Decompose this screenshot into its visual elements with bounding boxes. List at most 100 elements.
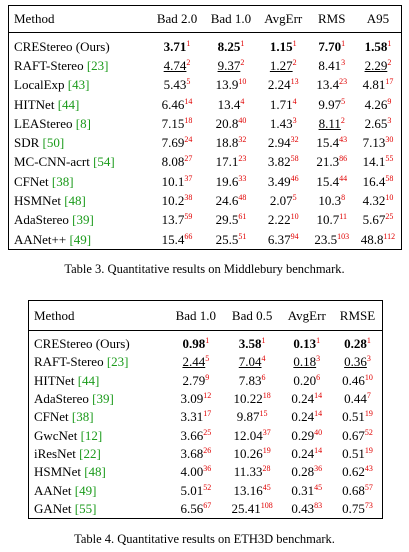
citation: [44] [77,372,100,388]
rank: 32 [290,135,299,145]
value: 4.00 [180,464,204,480]
method-cell: LocalExp [43] [9,76,151,95]
method-name: HSMNet [14,193,61,209]
header-row: Method Bad 1.0 Bad 0.5 AvgErr RMSE [29,301,383,331]
value: 10.1 [161,173,185,189]
value-cell: 1.714 [258,95,309,114]
eth3d-table: Method Bad 1.0 Bad 0.5 AvgErr RMSE CREStereo … [28,300,383,519]
value: 1.27 [269,57,293,73]
value-cell: 0.447 [333,390,383,408]
rank: 10 [364,372,373,382]
value: 0.51 [342,409,365,425]
value-cell: 13.423 [309,76,355,95]
value: 9.87 [236,409,260,425]
method-name: CFNet [34,409,69,425]
value-cell: 24.648 [204,191,258,210]
value: 21.3 [316,154,340,170]
citation: [49] [69,231,92,247]
citation: [22] [79,445,101,461]
rank: 4 [261,354,266,364]
value: 8.41 [318,57,342,73]
rank: 1 [341,38,346,48]
rank: 45 [262,482,271,492]
table-row: LEAStereo [8] 7.1518 20.840 1.433 8.112 2.653 [9,114,402,133]
value: 0.51 [342,445,365,461]
rank: 46 [290,173,299,183]
value-cell: 19.633 [204,172,258,191]
rank: 27 [184,154,193,164]
rank: 2 [340,115,345,125]
rank: 37 [262,427,271,437]
rank: 2 [240,57,245,67]
rank: 7 [366,391,371,401]
rank: 19 [364,409,373,419]
value-cell: 29.561 [204,211,258,230]
value-cell: 25.551 [204,230,258,250]
value: 14.1 [362,154,386,170]
method-cell: AANet [49] [29,481,168,499]
value: 2.22 [267,212,291,228]
rank: 2 [387,57,392,67]
rank: 6 [316,372,321,382]
value: 1.43 [269,115,293,131]
method-cell: CREStereo (Ours) [28,330,168,354]
rank: 3 [387,115,392,125]
header-cell: Bad 1.0 [168,301,224,331]
method-cell: HSMNet [48] [29,463,168,481]
value: 3.66 [180,427,204,443]
value-cell: 0.3145 [281,481,333,499]
value-cell: 2.292 [355,56,402,75]
value: 10.22 [233,391,263,407]
value-cell: 10.2218 [224,390,281,408]
value-cell: 25.41108 [224,500,281,519]
header-text: A95 [366,11,390,26]
table-row: HITNet [44] 2.799 7.836 0.206 0.4610 [29,372,383,390]
table-row: RAFT-Stereo [23] 4.742 9.372 1.272 8.413 2.29… [9,56,402,75]
value-cell: 0.2414 [281,445,333,463]
value: 0.46 [342,372,365,388]
value-cell: 4.3210 [355,191,402,210]
citation: [38] [71,409,94,425]
rank: 36 [314,464,323,474]
header-text: Bad 0.5 [231,307,273,323]
value: 6.37 [267,231,291,247]
rank: 1 [205,336,210,346]
citation: [39] [92,391,114,407]
rank: 32 [238,135,247,145]
citation: [43] [67,77,90,93]
table-row: HSMNet [48] 4.0036 11.3328 0.2836 0.6243 [29,463,383,481]
method-name: GANet [34,500,72,516]
value-cell: 16.458 [355,172,402,191]
value-cell: 13.759 [150,211,204,230]
value-cell: 2.2210 [258,211,309,230]
value-cell: 2.653 [355,114,402,133]
value-cell: 4.0036 [168,463,224,481]
value-cell: 5.6725 [355,211,402,230]
value: 11.33 [233,464,263,480]
table-row: LocalExp [43] 5.435 13.910 2.2413 13.423 4.81… [9,76,402,95]
header-text: Bad 2.0 [156,11,198,26]
value-cell: 5.435 [150,76,204,95]
rank: 108 [260,500,273,510]
value: 0.24 [291,391,315,407]
method-cell: MC-CNN-acrt [54] [9,153,151,172]
value-cell: 13.1645 [224,481,281,499]
rank: 86 [339,154,348,164]
value: 19.6 [215,173,239,189]
value-cell: 6.3794 [258,230,309,250]
value: 4.74 [163,57,187,73]
value: 0.20 [293,372,317,388]
rank: 73 [364,500,373,510]
value: 1.71 [269,96,293,112]
table-row: MC-CNN-acrt [54] 8.0827 17.123 3.8258 21.386… [9,153,402,172]
value: 6.56 [180,500,204,516]
rank: 5 [186,77,191,87]
table-row: iResNet [22] 3.6826 10.2619 0.2414 0.5119 [29,445,383,463]
value-cell: 23.5103 [309,230,355,250]
rank: 1 [366,336,371,346]
value-cell: 2.445 [168,353,224,371]
value-cell: 13.910 [204,76,258,95]
value: 0.36 [344,354,367,370]
table-row: CREStereo (Ours) 0.981 3.581 0.131 0.281 [28,330,383,354]
rank: 103 [337,231,350,241]
